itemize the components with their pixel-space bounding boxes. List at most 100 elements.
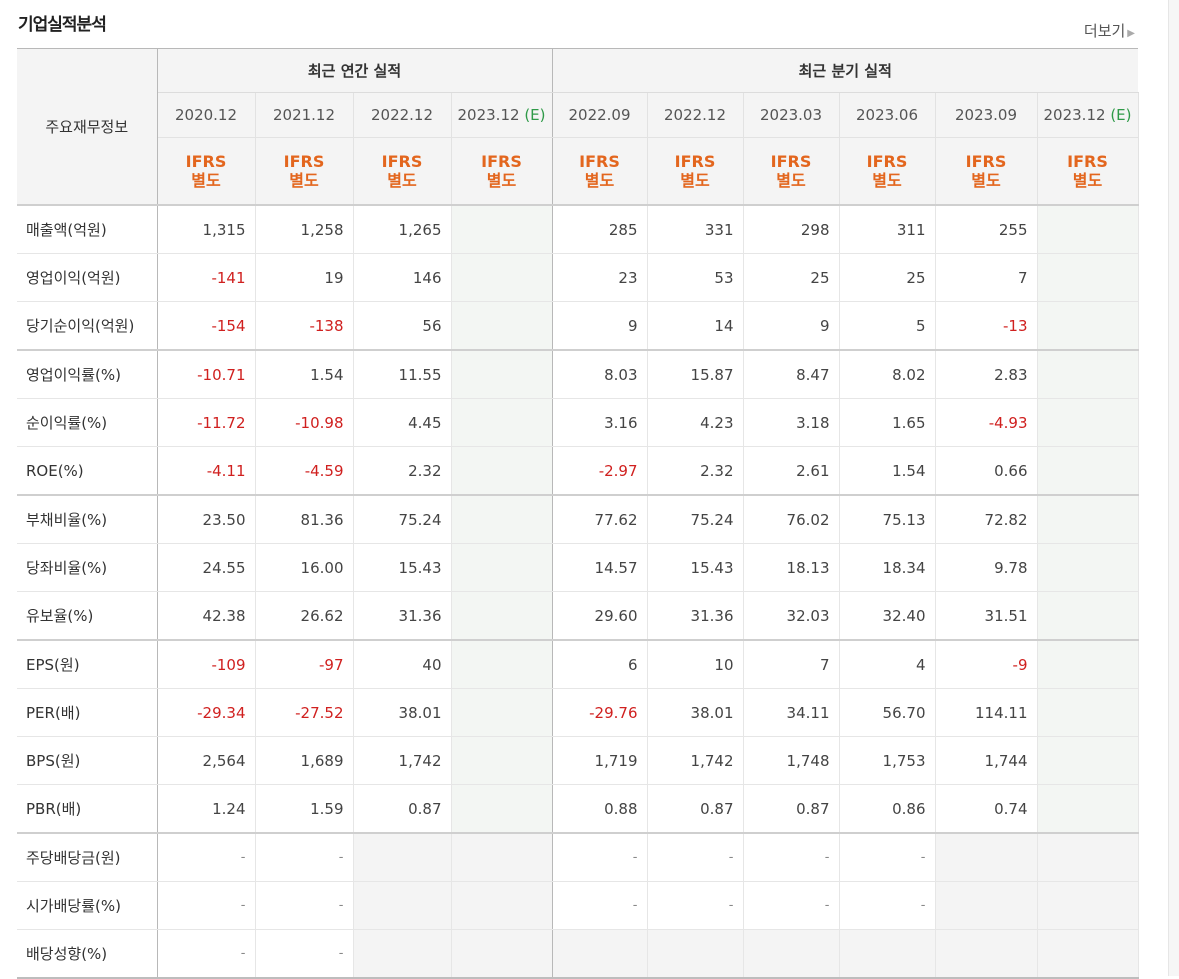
table-cell: 10 xyxy=(647,639,744,689)
table-cell xyxy=(1037,349,1139,399)
table-cell: 16.00 xyxy=(255,543,354,592)
table-cell: - xyxy=(743,881,840,930)
table-cell xyxy=(451,929,553,979)
table-cell xyxy=(552,929,648,979)
table-row: EPS(원) -109 -97 40 6 10 7 4 -9 xyxy=(17,639,1139,689)
table-cell: 4.23 xyxy=(647,398,744,447)
table-cell: 53 xyxy=(647,253,744,302)
table-cell: 1.54 xyxy=(839,446,936,496)
table-cell: 32.40 xyxy=(839,591,936,641)
table-cell: 0.87 xyxy=(743,784,840,834)
table-row: 부채비율(%) 23.50 81.36 75.24 77.62 75.24 76.02 75.… xyxy=(17,494,1139,544)
row-label: 매출액(억원) xyxy=(17,205,158,254)
table-cell: 26.62 xyxy=(255,591,354,641)
table-cell: 24.55 xyxy=(157,543,256,592)
table-cell: - xyxy=(157,929,256,979)
label-header: 주요재무정보 xyxy=(17,48,158,206)
table-cell: - xyxy=(743,832,840,882)
table-cell: -4.59 xyxy=(255,446,354,496)
table-cell: 31.36 xyxy=(353,591,452,641)
table-cell: 1,315 xyxy=(157,205,256,254)
table-cell xyxy=(451,398,553,447)
table-cell xyxy=(353,929,452,979)
table-cell: -27.52 xyxy=(255,688,354,737)
table-cell xyxy=(1037,494,1139,544)
table-row: 매출액(억원) 1,315 1,258 1,265 285 331 298 311 255 xyxy=(17,205,1139,254)
table-cell xyxy=(353,881,452,930)
period-header: 2023.09 xyxy=(935,92,1038,138)
table-cell: 8.47 xyxy=(743,349,840,399)
row-label: 영업이익률(%) xyxy=(17,349,158,399)
scrollbar-track[interactable] xyxy=(1168,0,1179,976)
table-cell xyxy=(935,881,1038,930)
table-cell: - xyxy=(157,832,256,882)
estimate-mark: (E) xyxy=(524,106,546,124)
period-header: 2021.12 xyxy=(255,92,354,138)
table-cell: 56.70 xyxy=(839,688,936,737)
table-cell: -10.98 xyxy=(255,398,354,447)
table-cell: 81.36 xyxy=(255,494,354,544)
more-link[interactable]: 더보기 ▶ xyxy=(1084,20,1135,41)
basis-header: IFRS 별도 xyxy=(451,137,553,206)
table-cell xyxy=(353,832,452,882)
table-cell xyxy=(1037,832,1139,882)
table-cell: -109 xyxy=(157,639,256,689)
table-cell: 25 xyxy=(743,253,840,302)
table-cell xyxy=(1037,784,1139,834)
table-cell: 72.82 xyxy=(935,494,1038,544)
basis-header: IFRS 별도 xyxy=(935,137,1038,206)
table-cell: -29.76 xyxy=(552,688,648,737)
basis-header: IFRS 별도 xyxy=(353,137,452,206)
table-cell: 1,748 xyxy=(743,736,840,785)
table-cell: -4.11 xyxy=(157,446,256,496)
basis-header: IFRS 별도 xyxy=(743,137,840,206)
basis-header: IFRS 별도 xyxy=(647,137,744,206)
table-cell: 23.50 xyxy=(157,494,256,544)
table-cell: 2,564 xyxy=(157,736,256,785)
table-cell: -4.93 xyxy=(935,398,1038,447)
row-label: ROE(%) xyxy=(17,446,158,496)
row-label: 당좌비율(%) xyxy=(17,543,158,592)
table-cell: 2.61 xyxy=(743,446,840,496)
row-label: BPS(원) xyxy=(17,736,158,785)
table-cell: 331 xyxy=(647,205,744,254)
table-cell: -2.97 xyxy=(552,446,648,496)
table-cell: 14 xyxy=(647,301,744,351)
table-cell xyxy=(451,736,553,785)
table-row: PER(배) -29.34 -27.52 38.01 -29.76 38.01 34.11 5… xyxy=(17,688,1139,737)
period-header: 2023.06 xyxy=(839,92,936,138)
period-header: 2023.12 (E) xyxy=(451,92,553,138)
table-cell: 31.51 xyxy=(935,591,1038,641)
more-link-label: 더보기 xyxy=(1083,22,1126,40)
table-cell: -97 xyxy=(255,639,354,689)
table-cell xyxy=(451,881,553,930)
table-cell: 255 xyxy=(935,205,1038,254)
table-cell: -10.71 xyxy=(157,349,256,399)
row-label: 부채비율(%) xyxy=(17,494,158,544)
table-cell xyxy=(451,301,553,351)
table-cell: 19 xyxy=(255,253,354,302)
table-cell: - xyxy=(552,881,648,930)
basis-header: IFRS 별도 xyxy=(255,137,354,206)
table-cell xyxy=(743,929,840,979)
table-cell: 1.54 xyxy=(255,349,354,399)
table-cell xyxy=(451,591,553,641)
table-cell: 75.24 xyxy=(647,494,744,544)
period-header: 2022.12 xyxy=(353,92,452,138)
table-cell: 77.62 xyxy=(552,494,648,544)
table-cell xyxy=(451,446,553,496)
table-cell: 0.88 xyxy=(552,784,648,834)
table-row: 유보율(%) 42.38 26.62 31.36 29.60 31.36 32.03 32.4… xyxy=(17,591,1139,641)
table-cell xyxy=(1037,446,1139,496)
table-cell: -9 xyxy=(935,639,1038,689)
period-header: 2022.12 xyxy=(647,92,744,138)
period-header: 2022.09 xyxy=(552,92,648,138)
table-cell: 31.36 xyxy=(647,591,744,641)
table-cell xyxy=(1037,736,1139,785)
row-label: 영업이익(억원) xyxy=(17,253,158,302)
table-cell: - xyxy=(647,881,744,930)
table-cell: 1.65 xyxy=(839,398,936,447)
table-cell: 32.03 xyxy=(743,591,840,641)
row-label: 주당배당금(원) xyxy=(17,832,158,882)
table-cell: 14.57 xyxy=(552,543,648,592)
